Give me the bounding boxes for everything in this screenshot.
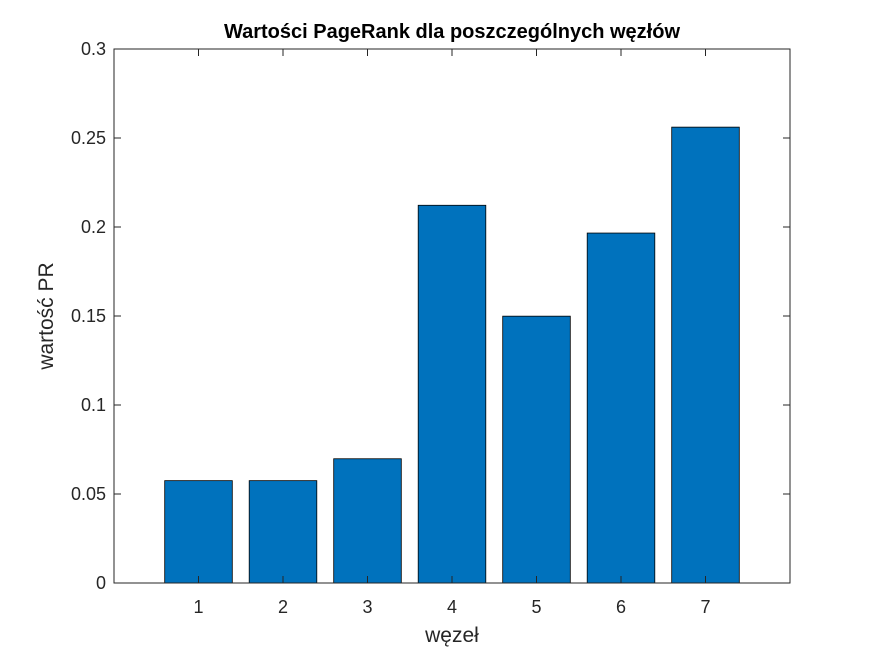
y-tick-label: 0.25 <box>71 128 106 148</box>
ticks-group: 1 2 3 4 5 6 7 0 0.05 0.1 0.15 0.2 0.25 0.3 <box>71 39 790 617</box>
bar-node-1 <box>164 480 233 584</box>
x-tick-label: 2 <box>278 597 288 617</box>
x-tick-label: 1 <box>193 597 203 617</box>
x-tick-label: 5 <box>531 597 541 617</box>
bar-node-3 <box>333 458 402 584</box>
y-tick-label: 0.05 <box>71 484 106 504</box>
bar-node-4 <box>417 204 487 584</box>
x-tick-label: 7 <box>700 597 710 617</box>
x-tick-label: 6 <box>616 597 626 617</box>
y-tick-label: 0.15 <box>71 306 106 326</box>
chart-title: Wartości PageRank dla poszczególnych węz… <box>224 21 680 43</box>
bar-node-6 <box>586 232 656 584</box>
plot-frame <box>113 48 791 584</box>
x-axis-label: węzeł <box>424 624 479 647</box>
x-tick-label: 3 <box>362 597 372 617</box>
bar-node-2 <box>248 480 318 584</box>
bars-group <box>164 126 740 584</box>
y-axis-label: wartość PR <box>35 262 58 370</box>
y-tick-label: 0.2 <box>81 217 106 237</box>
bar-node-7 <box>671 126 740 584</box>
x-tick-label: 4 <box>447 597 457 617</box>
y-tick-label: 0.1 <box>81 395 106 415</box>
y-tick-label: 0.3 <box>81 39 106 59</box>
y-tick-label: 0 <box>96 573 106 593</box>
bar-node-5 <box>502 315 571 584</box>
